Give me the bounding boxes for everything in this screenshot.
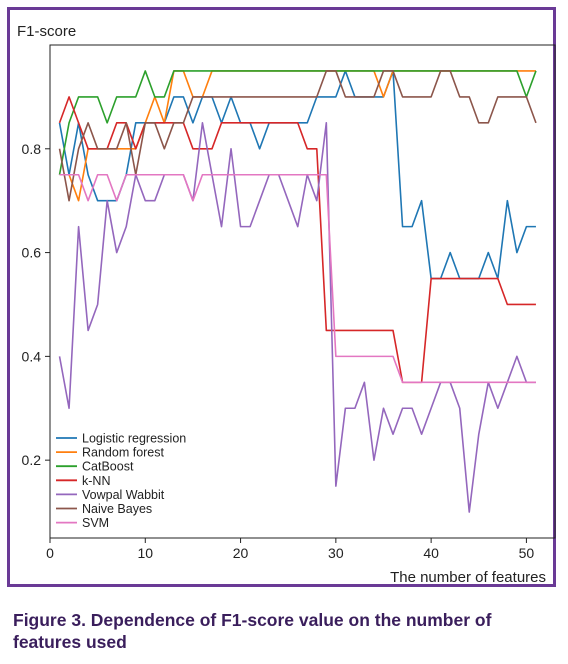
series-line-k-nn <box>58 96 536 384</box>
legend-label-logistic-regression: Logistic regression <box>82 432 186 446</box>
y-tick-label: 0.2 <box>22 452 42 468</box>
legend-label-vowpal-wabbit: Vowpal Wabbit <box>82 488 165 502</box>
series-line-catboost <box>58 70 537 175</box>
x-tick-label: 20 <box>233 545 249 561</box>
legend-label-k-nn: k-NN <box>82 474 110 488</box>
legend-label-svm: SVM <box>82 516 109 530</box>
y-axis-label: F1-score <box>17 23 76 40</box>
y-tick-label: 0.4 <box>22 348 42 364</box>
x-axis-label: The number of features <box>390 569 546 586</box>
series-lines <box>58 70 537 513</box>
x-tick-label: 50 <box>519 545 535 561</box>
f1-score-line-chart: 0 10 20 30 40 50 0.2 0.4 0.6 0.8 Logistic regres… <box>17 23 556 586</box>
x-tick-label: 30 <box>328 545 344 561</box>
legend-label-random-forest: Random forest <box>82 446 165 460</box>
series-line-vowpal-wabbit <box>58 122 536 513</box>
y-tick-label: 0.8 <box>22 141 42 157</box>
series-line-naive-bayes <box>58 70 537 202</box>
y-axis-ticks: 0.2 0.4 0.6 0.8 <box>22 141 50 468</box>
figure-caption: Figure 3. Dependence of F1-score value o… <box>13 610 492 652</box>
x-tick-label: 10 <box>137 545 153 561</box>
x-tick-label: 0 <box>46 545 54 561</box>
x-axis-ticks: 0 10 20 30 40 50 <box>46 538 534 561</box>
legend-label-catboost: CatBoost <box>82 460 134 474</box>
legend-label-naive-bayes: Naive Bayes <box>82 502 152 516</box>
x-tick-label: 40 <box>423 545 439 561</box>
y-tick-label: 0.6 <box>22 245 42 261</box>
plot-area-frame <box>49 44 556 539</box>
series-line-svm <box>59 173 536 384</box>
